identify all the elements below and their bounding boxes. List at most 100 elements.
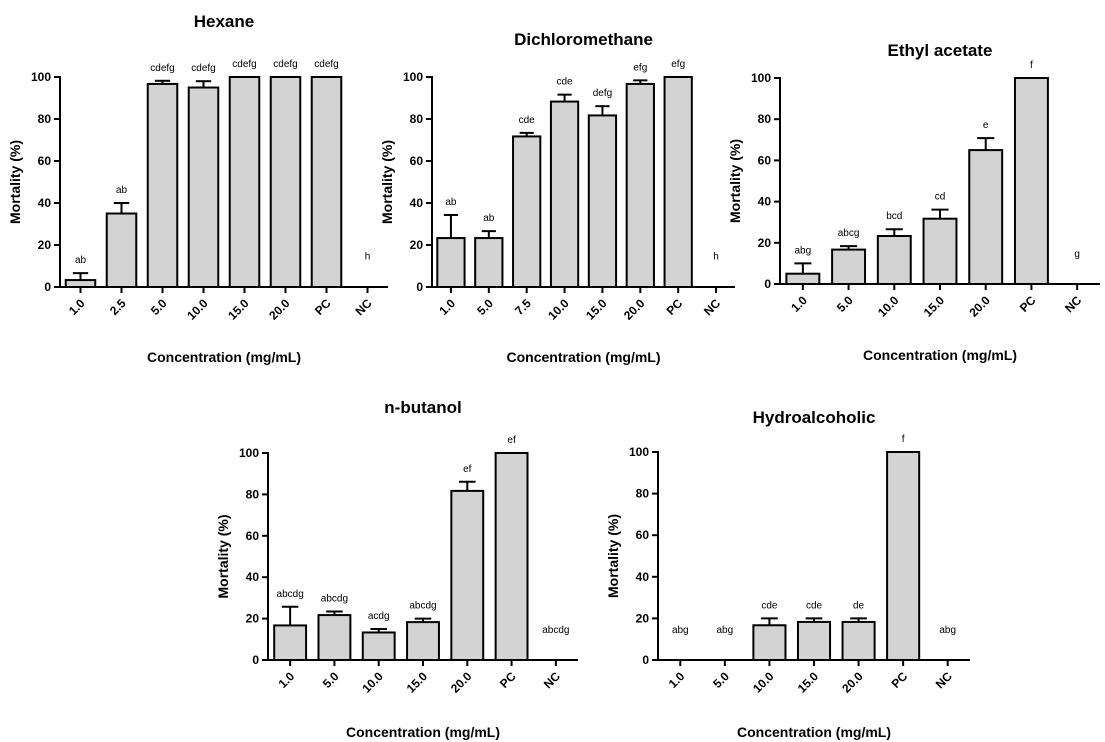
y-axis-label: Mortality (%) [215,515,231,599]
x-tick-label: 5.0 [474,296,496,318]
significance-label: acdg [368,611,390,622]
significance-label: f [1030,60,1033,71]
bar [512,135,542,288]
x-tick-label: PC [312,296,334,318]
x-tick-label: 20.0 [839,669,866,696]
chart-hydroalcoholic: Hydroalcoholic 0 20 40 60 80 100 Mortality (%) C… [605,408,970,740]
chart-dichloromethane: Dichloromethane 0 20 40 60 80 100 Mortality (%)… [379,30,735,365]
y-tick-label: 100 [751,71,771,85]
chart-title: Hydroalcoholic [753,408,876,427]
x-tick-label: 10.0 [359,669,386,696]
x-tick-label: 20.0 [266,296,293,323]
y-tick-label: 60 [758,153,772,167]
significance-label: efg [633,62,647,73]
y-tick-label: 40 [410,196,424,210]
bar [228,76,261,288]
bar [317,614,352,661]
significance-label: cdefg [273,59,297,70]
x-axis-label: Concentration (mg/mL) [863,347,1017,363]
y-tick-label: 20 [38,238,52,252]
chart-n-butanol: n-butanol 0 20 40 60 80 100 Mortality (%) Concen… [215,398,578,740]
x-tick-label: 1.0 [666,669,688,691]
significance-label: e [983,120,989,131]
significance-label: ab [116,185,128,196]
x-tick-label: 1.0 [788,293,810,315]
chart-ethyl-acetate: Ethyl acetate 0 20 40 60 80 100 Mortality (%) Co… [727,41,1100,363]
bar [922,217,958,285]
bar [146,82,179,289]
y-axis-label: Mortality (%) [727,139,743,223]
x-tick-label: PC [889,669,911,691]
y-tick-label: 100 [403,70,423,84]
significance-label: abcdg [321,594,348,605]
x-tick-label: NC [701,296,723,318]
bar [361,631,396,661]
x-tick-label: 15.0 [404,669,431,696]
chart-title: Dichloromethane [514,30,653,49]
x-tick-label: NC [352,296,374,318]
significance-label: abcdg [277,589,304,600]
x-axis-label: Concentration (mg/mL) [737,724,891,740]
y-tick-label: 80 [38,112,52,126]
y-axis-label: Mortality (%) [7,140,23,224]
x-tick-label: NC [1062,293,1084,315]
significance-label: f [902,434,905,445]
significance-label: cdefg [191,63,215,74]
x-tick-label: PC [664,296,686,318]
x-axis-label: Concentration (mg/mL) [346,724,500,740]
x-tick-label: 5.0 [834,293,856,315]
significance-label: ef [463,464,472,475]
bar [406,621,440,662]
bar [752,624,787,661]
x-tick-label: 15.0 [225,296,252,323]
significance-label: cde [557,77,574,88]
significance-label: cdefg [314,59,338,70]
significance-label: abcdg [542,625,569,636]
y-tick-label: 20 [636,611,650,625]
y-tick-label: 80 [410,112,424,126]
significance-label: cde [519,115,536,126]
chart-title: Ethyl acetate [888,41,993,60]
y-tick-label: 80 [246,487,260,501]
significance-label: cde [806,600,823,611]
y-tick-label: 60 [636,528,650,542]
y-tick-label: 0 [44,280,51,294]
bar [187,86,220,288]
y-axis-label: Mortality (%) [605,514,621,598]
x-tick-label: NC [541,669,563,691]
significance-label: cde [761,600,778,611]
significance-label: cdefg [150,63,174,74]
x-tick-label: 10.0 [750,669,777,696]
bar [841,620,876,661]
bar [450,489,485,662]
x-tick-label: 2.5 [107,296,129,318]
significance-label: defg [593,88,612,99]
y-tick-label: 40 [636,570,650,584]
bar [625,82,655,289]
bar [273,624,308,662]
significance-label: abg [717,625,734,636]
bar [796,620,832,661]
y-tick-label: 60 [38,154,52,168]
x-tick-label: 5.0 [148,296,170,318]
x-tick-label: 20.0 [621,296,648,323]
bar [105,212,138,288]
y-tick-label: 20 [758,236,772,250]
x-tick-label: 5.0 [320,669,342,691]
x-tick-label: 15.0 [795,669,822,696]
bar [663,76,693,288]
y-tick-label: 80 [636,487,650,501]
y-tick-label: 0 [642,653,649,667]
x-tick-label: 10.0 [545,296,572,323]
bar [436,237,466,289]
x-tick-label: 15.0 [583,296,610,323]
bar [549,100,580,288]
y-tick-label: 40 [246,570,260,584]
x-tick-label: PC [497,669,519,691]
x-axis-label: Concentration (mg/mL) [147,349,301,365]
significance-label: h [365,252,371,263]
bar [831,248,867,286]
bar [310,76,343,288]
x-tick-label: 20.0 [966,293,993,320]
y-tick-label: 100 [31,70,51,84]
